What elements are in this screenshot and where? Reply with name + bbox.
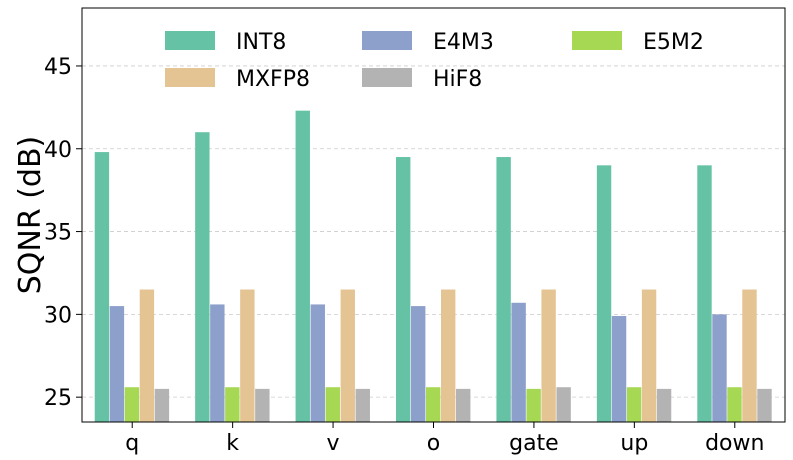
bar-e5m2-up	[626, 387, 642, 422]
legend-label-e4m3: E4M3	[433, 30, 494, 55]
bar-int8-up	[596, 165, 612, 422]
x-tick-label: q	[125, 431, 139, 456]
x-tick-label: gate	[509, 431, 559, 456]
bar-int8-q	[94, 152, 110, 422]
x-tick-label: up	[620, 431, 648, 456]
legend: INT8 E4M3 E5M2 MXFP8 HiF8	[165, 30, 704, 92]
y-ticks: 25 30 35 40 45	[44, 55, 82, 411]
x-tick-label: down	[705, 431, 764, 456]
bar-mxfp8-k	[240, 289, 255, 422]
bar-hif8-q	[154, 388, 170, 422]
bar-mxfp8-v	[340, 289, 355, 422]
bar-int8-v	[295, 110, 310, 422]
y-tick-label: 35	[44, 221, 72, 246]
bar-e5m2-gate	[526, 388, 541, 422]
legend-swatch-e4m3	[362, 31, 412, 50]
bar-int8-o	[396, 157, 411, 423]
bar-e5m2-k	[225, 387, 240, 422]
bar-mxfp8-up	[641, 289, 657, 422]
y-axis-title: SQNR (dB)	[13, 136, 48, 295]
bar-mxfp8-down	[742, 289, 757, 422]
y-tick-label: 30	[44, 303, 72, 328]
bar-e5m2-v	[325, 387, 340, 422]
bar-hif8-o	[456, 388, 471, 422]
bar-e4m3-v	[310, 304, 325, 422]
legend-label-int8: INT8	[236, 30, 286, 55]
bar-hif8-k	[255, 388, 270, 422]
bar-int8-k	[195, 132, 210, 422]
y-tick-label: 40	[44, 138, 72, 163]
bar-e4m3-q	[109, 306, 125, 422]
bar-mxfp8-o	[441, 289, 456, 422]
bar-int8-gate	[496, 157, 511, 423]
bar-e4m3-k	[210, 304, 225, 422]
bar-e4m3-up	[611, 316, 627, 422]
bar-e5m2-o	[426, 387, 441, 422]
legend-label-e5m2: E5M2	[643, 30, 704, 55]
legend-swatch-hif8	[362, 68, 412, 87]
bar-mxfp8-q	[139, 289, 155, 422]
bars	[94, 110, 772, 423]
bar-e4m3-gate	[511, 302, 526, 422]
x-tick-label: k	[226, 431, 239, 456]
bar-e5m2-down	[727, 387, 742, 422]
bar-e4m3-down	[712, 314, 727, 422]
bar-mxfp8-gate	[541, 289, 556, 422]
bar-e5m2-q	[124, 387, 140, 422]
legend-swatch-mxfp8	[165, 68, 215, 87]
legend-label-hif8: HiF8	[433, 67, 482, 92]
bar-int8-down	[697, 165, 712, 422]
bar-e4m3-o	[411, 306, 426, 422]
grid-lines	[82, 65, 785, 398]
x-tick-label: o	[427, 431, 440, 456]
legend-swatch-int8	[165, 31, 215, 50]
legend-label-mxfp8: MXFP8	[236, 67, 310, 92]
bar-hif8-down	[757, 388, 772, 422]
bar-hif8-up	[656, 388, 672, 422]
y-tick-label: 45	[44, 55, 72, 80]
legend-swatch-e5m2	[572, 31, 622, 50]
bar-hif8-gate	[556, 387, 571, 422]
y-tick-label: 25	[44, 386, 72, 411]
bar-hif8-v	[355, 388, 370, 422]
x-tick-label: v	[327, 431, 340, 456]
x-ticks: q k v o gate up down	[125, 422, 764, 456]
